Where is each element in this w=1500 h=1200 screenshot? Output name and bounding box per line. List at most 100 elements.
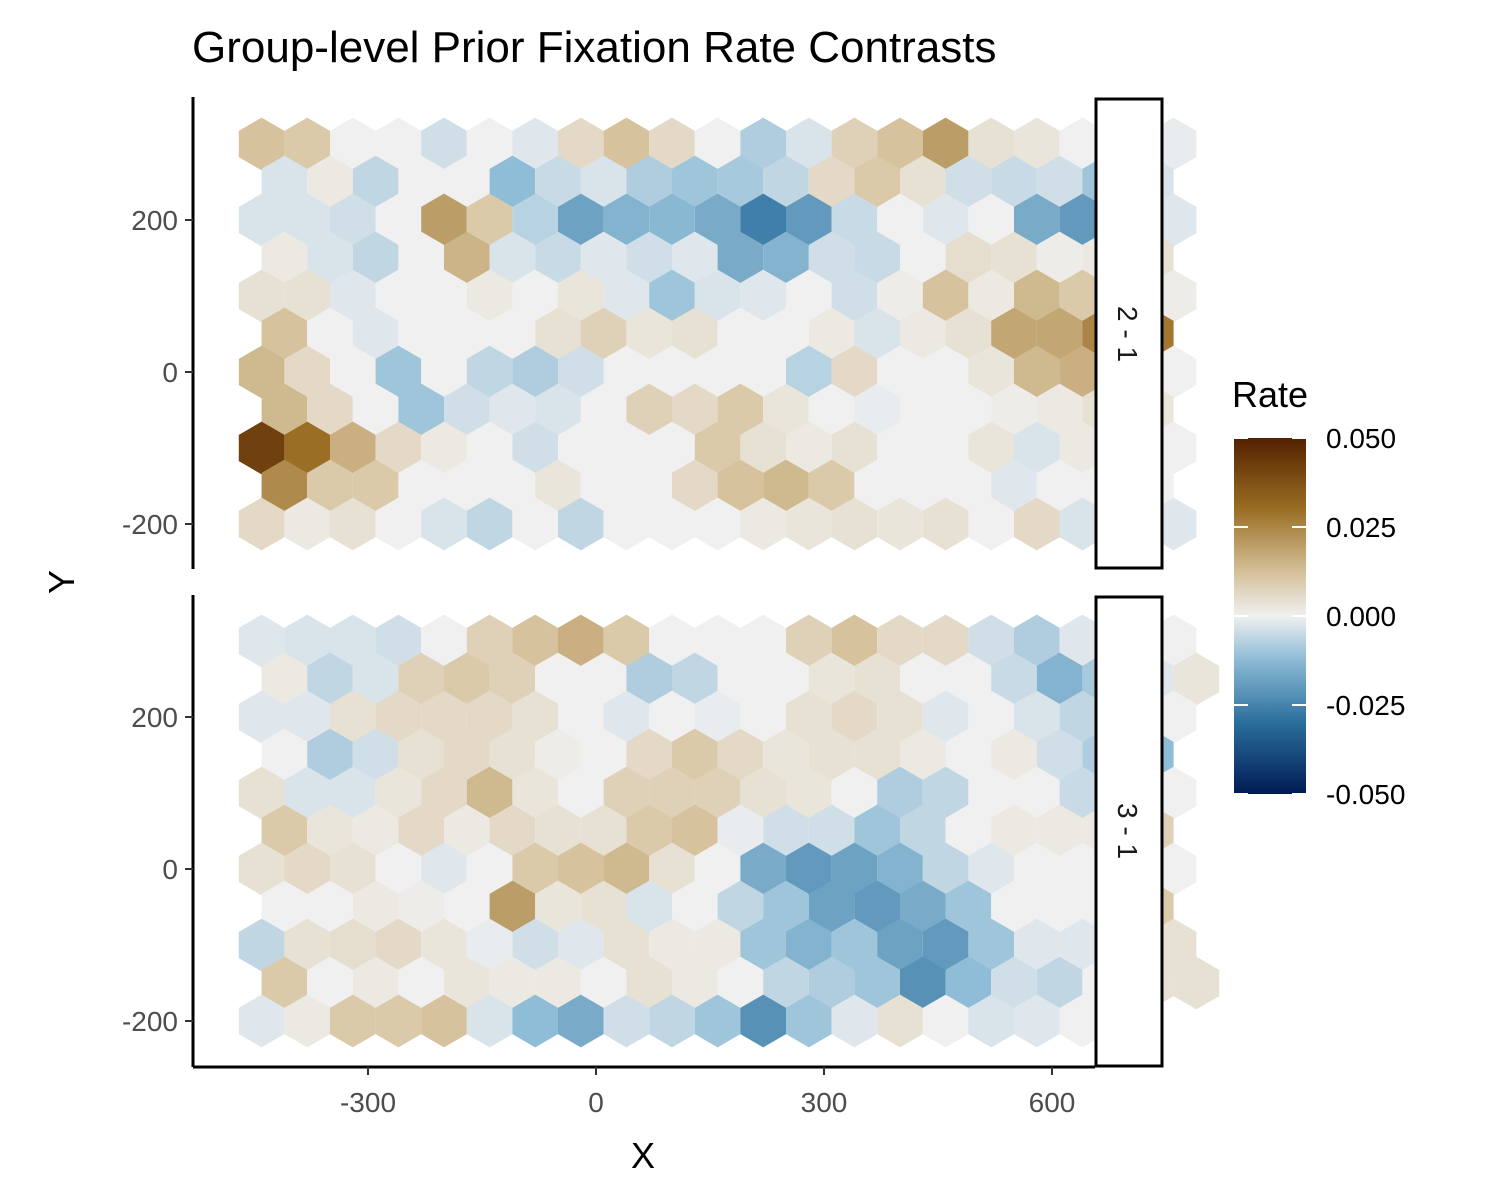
y-tick-label: 200 (131, 205, 178, 236)
hex-cell (352, 652, 399, 706)
hex-cell (352, 459, 399, 513)
hex-cell (603, 345, 650, 399)
hex-cell (900, 880, 946, 934)
hex-cell (900, 231, 946, 285)
hex-cell (603, 918, 650, 972)
hex-cell (831, 269, 878, 323)
hex-cell (922, 421, 969, 475)
hex-cell (330, 421, 376, 475)
y-axis-title: Y (41, 570, 82, 594)
hex-cell (649, 269, 695, 323)
hex-cell (740, 842, 786, 896)
y-tick-label: -200 (122, 509, 178, 540)
hex-cell (945, 804, 992, 858)
hex-cell (1014, 269, 1060, 323)
hex-cell (1059, 842, 1106, 896)
hex-cell (740, 994, 786, 1048)
hex-cell (1014, 614, 1060, 668)
hex-cell (672, 880, 718, 934)
hex-cell (672, 307, 718, 361)
hex-cell (877, 345, 923, 399)
hex-cell (284, 614, 330, 668)
hex-cell (763, 880, 809, 934)
hex-cell (717, 307, 764, 361)
hex-cell (717, 880, 764, 934)
hex-cell (398, 956, 444, 1010)
hex-cell (831, 842, 878, 896)
hex-cell (603, 497, 650, 551)
hex-cell (238, 497, 285, 551)
hex-cell (626, 155, 672, 209)
strip-label-bottom: 3 - 1 (1112, 803, 1143, 859)
hex-cell (261, 307, 308, 361)
hex-cell (672, 231, 718, 285)
hex-cell (1059, 690, 1106, 744)
hex-cell (786, 269, 832, 323)
hex-cell (991, 652, 1037, 706)
hex-cell (398, 155, 444, 209)
hex-cell (740, 345, 786, 399)
hex-cell (763, 307, 809, 361)
legend-tick-label: 0.025 (1326, 512, 1396, 543)
hex-cell (991, 383, 1037, 437)
hex-cell (831, 918, 878, 972)
hex-cell (261, 459, 308, 513)
legend-title: Rate (1232, 374, 1308, 415)
hex-cell (854, 804, 900, 858)
hex-cell (922, 690, 969, 744)
hex-cell (330, 497, 376, 551)
hex-cell (786, 497, 832, 551)
hex-cell (900, 804, 946, 858)
hex-cell (717, 383, 764, 437)
hex-cell (831, 117, 878, 171)
hex-cell (466, 690, 513, 744)
hex-cell (489, 307, 536, 361)
hex-cell (945, 459, 992, 513)
hex-cell (512, 842, 558, 896)
hex-cell (1036, 652, 1083, 706)
hex-cell (786, 345, 832, 399)
hex-cell (1014, 497, 1060, 551)
hex-cell (421, 193, 467, 247)
hex-cell (1014, 690, 1060, 744)
y-ticks: -200 0 200 -200 0 200 (122, 205, 193, 1037)
hex-cell (512, 766, 558, 820)
hex-cell (808, 155, 855, 209)
hex-cell (238, 421, 285, 475)
hex-cell (968, 614, 1014, 668)
hex-cell (398, 231, 444, 285)
hex-cell (558, 117, 604, 171)
hex-cell (535, 155, 581, 209)
strip-label-top: 2 - 1 (1112, 306, 1143, 362)
hex-cell (808, 307, 855, 361)
hex-cell (1014, 117, 1060, 171)
hex-cell (1036, 307, 1083, 361)
hex-cell (1059, 614, 1106, 668)
hex-cell (558, 994, 604, 1048)
hex-cell (1014, 918, 1060, 972)
hex-cell (877, 766, 923, 820)
hex-cell (626, 956, 672, 1010)
hex-cell (626, 383, 672, 437)
hex-cell (375, 994, 422, 1048)
hex-cell (694, 614, 741, 668)
hex-cell (603, 690, 650, 744)
hex-cell (763, 231, 809, 285)
hex-cell (558, 345, 604, 399)
hex-cell (558, 193, 604, 247)
hex-cell (1059, 117, 1106, 171)
hex-cell (603, 614, 650, 668)
facet-panel-top (238, 117, 1197, 551)
hex-cell (444, 652, 490, 706)
hex-cell (945, 956, 992, 1010)
hex-cell (307, 956, 353, 1010)
hex-cell (535, 459, 581, 513)
hex-cell (1014, 766, 1060, 820)
hex-cell (694, 918, 741, 972)
hex-cell (831, 497, 878, 551)
hex-cell (1014, 842, 1060, 896)
hex-cell (558, 614, 604, 668)
hex-cell (1036, 383, 1083, 437)
hex-cell (1036, 155, 1083, 209)
hex-cell (238, 117, 285, 171)
